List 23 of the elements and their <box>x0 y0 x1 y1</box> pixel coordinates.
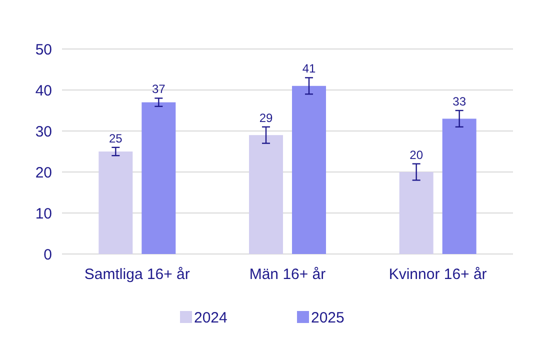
legend-label: 2025 <box>311 309 344 326</box>
y-tick-label: 0 <box>44 246 52 264</box>
y-tick-label: 30 <box>35 123 52 140</box>
legend-label: 2024 <box>194 309 228 326</box>
bar <box>292 86 326 254</box>
y-tick-label: 10 <box>35 205 52 222</box>
data-label: 41 <box>302 62 316 76</box>
y-tick-label: 40 <box>35 82 52 100</box>
bar <box>98 152 133 254</box>
y-tick-label: 50 <box>35 41 52 58</box>
data-label: 20 <box>410 148 424 162</box>
bar <box>399 172 434 254</box>
x-tick-label: Samtliga 16+ år <box>84 266 190 283</box>
x-tick-label: Män 16+ år <box>249 266 326 283</box>
data-label: 25 <box>108 131 123 146</box>
bar <box>249 135 283 254</box>
y-tick-label: 20 <box>35 164 52 182</box>
bar <box>442 118 476 254</box>
bar <box>142 102 176 254</box>
data-label: 29 <box>259 110 273 125</box>
data-label: 37 <box>152 82 166 96</box>
x-tick-label: Kvinnor 16+ år <box>388 266 487 283</box>
data-label: 33 <box>452 94 466 108</box>
